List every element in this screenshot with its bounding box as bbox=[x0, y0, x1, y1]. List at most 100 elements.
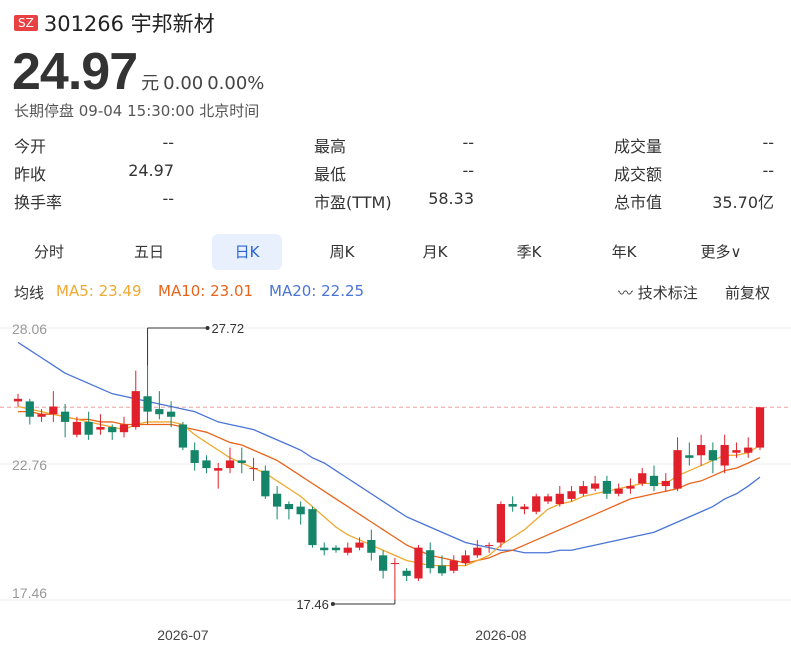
adjust-toggle[interactable]: 前复权 bbox=[725, 284, 771, 302]
high-label: 最高 bbox=[314, 137, 347, 156]
stock-title: 301266 宇邦新材 bbox=[43, 12, 215, 36]
volume-value: -- bbox=[762, 133, 774, 152]
tab-yearly-k[interactable]: 年K bbox=[611, 243, 637, 261]
tab-daily-k[interactable]: 日K bbox=[212, 234, 282, 270]
candle-body bbox=[473, 547, 482, 556]
price-row: 24.97 元 0.00 0.00% bbox=[12, 42, 264, 102]
candle-body bbox=[84, 421, 93, 435]
candle-body bbox=[555, 493, 564, 505]
candle-body bbox=[414, 547, 423, 579]
ma10-line bbox=[18, 411, 761, 564]
turnover-label: 成交额 bbox=[614, 165, 663, 184]
open-value: -- bbox=[162, 133, 174, 152]
turnover-rate-value: -- bbox=[162, 189, 174, 208]
candle-body bbox=[390, 563, 400, 565]
candle-body bbox=[272, 493, 282, 507]
stats-grid: 今开 -- 最高 -- 成交量 -- 昨收 24.97 最低 -- 成交额 --… bbox=[14, 133, 774, 217]
candle-body bbox=[367, 539, 376, 553]
candle-body bbox=[166, 411, 176, 417]
candle-body bbox=[60, 411, 70, 422]
candle-body bbox=[119, 424, 129, 433]
candle-body bbox=[320, 547, 329, 551]
candle-body bbox=[673, 450, 682, 489]
min-annotation-label: 17.46 bbox=[296, 597, 329, 612]
tab-five-day[interactable]: 五日 bbox=[133, 243, 164, 261]
market-badge: SZ bbox=[14, 15, 38, 31]
tech-annotation-toggle[interactable]: 〰 技术标注 bbox=[618, 282, 698, 303]
candle-body bbox=[37, 414, 46, 417]
candle-body bbox=[190, 450, 199, 463]
candle-body bbox=[343, 547, 352, 553]
tab-weekly-k[interactable]: 周K bbox=[329, 243, 355, 261]
candle-body bbox=[249, 468, 258, 470]
x-tick-label: 2026-07 bbox=[157, 627, 209, 643]
candle-body bbox=[744, 447, 753, 453]
low-value: -- bbox=[462, 161, 474, 180]
candle-body bbox=[202, 460, 211, 469]
candle-body bbox=[402, 570, 411, 576]
candle-body bbox=[96, 427, 105, 430]
volume-label: 成交量 bbox=[614, 137, 663, 156]
y-tick-label: 22.76 bbox=[12, 457, 47, 473]
tab-quarterly-k[interactable]: 季K bbox=[516, 243, 542, 261]
candle-body bbox=[13, 398, 23, 402]
trading-status: 长期停盘 09-04 15:30:00 北京时间 bbox=[14, 102, 260, 120]
tab-monthly-k[interactable]: 月K bbox=[422, 243, 448, 261]
candle-body bbox=[579, 486, 588, 494]
tab-intraday[interactable]: 分时 bbox=[33, 243, 64, 261]
candle-body bbox=[602, 480, 612, 494]
tab-more[interactable]: 更多∨ bbox=[700, 243, 742, 261]
y-tick-label: 17.46 bbox=[12, 585, 47, 601]
candle-body bbox=[626, 486, 635, 489]
candle-body bbox=[638, 473, 647, 484]
turnover-value: -- bbox=[762, 161, 774, 180]
candle-body bbox=[155, 409, 164, 415]
prev-close-label: 昨收 bbox=[14, 165, 47, 184]
stock-header: SZ 301266 宇邦新材 bbox=[14, 8, 215, 38]
kline-chart[interactable]: 28.06 22.76 17.46 2026-07 2026-08 27.72 17.46 bbox=[0, 318, 791, 657]
candle-body bbox=[532, 496, 541, 512]
candle-body bbox=[143, 396, 152, 412]
min-annotation-dot bbox=[330, 602, 335, 606]
pe-value: 58.33 bbox=[428, 189, 474, 208]
candle-body bbox=[449, 560, 458, 571]
candle-body bbox=[696, 445, 706, 456]
mktcap-value: 35.70亿 bbox=[712, 193, 774, 212]
candle-body bbox=[178, 424, 188, 448]
candle-body bbox=[614, 488, 623, 494]
candle-body bbox=[296, 506, 305, 515]
candle-body bbox=[708, 450, 718, 461]
max-annotation-dot bbox=[205, 326, 210, 330]
candle-body bbox=[590, 483, 600, 489]
candle-body bbox=[508, 504, 517, 507]
pe-label: 市盈(TTM) bbox=[314, 193, 392, 212]
ma-label: 均线 bbox=[14, 284, 45, 302]
y-tick-label: 28.06 bbox=[12, 321, 47, 337]
high-value: -- bbox=[462, 133, 474, 152]
candle-body bbox=[225, 460, 235, 469]
candle-body bbox=[72, 421, 82, 435]
ma5-value: MA5: 23.49 bbox=[56, 282, 142, 300]
candle-body bbox=[49, 406, 58, 415]
candle-body bbox=[520, 506, 529, 510]
ma10-value: MA10: 23.01 bbox=[158, 282, 254, 300]
eye-icon: 〰 bbox=[618, 284, 634, 302]
candle-body bbox=[661, 480, 670, 487]
turnover-rate-label: 换手率 bbox=[14, 193, 63, 212]
candle-body bbox=[461, 555, 470, 564]
period-tabs: 分时 五日 日K 周K 月K 季K 年K 更多∨ bbox=[14, 234, 774, 270]
candle-body bbox=[261, 470, 270, 497]
candle-body bbox=[108, 427, 117, 433]
candle-body bbox=[308, 509, 317, 546]
candle-body bbox=[284, 504, 294, 510]
tech-annotation-label: 技术标注 bbox=[637, 284, 698, 302]
low-label: 最低 bbox=[314, 165, 347, 184]
candle-body bbox=[543, 496, 553, 502]
price-change: 0.00 bbox=[163, 73, 204, 94]
ma20-value: MA20: 22.25 bbox=[269, 282, 365, 300]
candle-body bbox=[25, 401, 34, 417]
candle-body bbox=[685, 455, 694, 458]
current-price: 24.97 bbox=[12, 43, 138, 101]
candle-body bbox=[378, 555, 388, 571]
candle-body bbox=[331, 547, 341, 551]
